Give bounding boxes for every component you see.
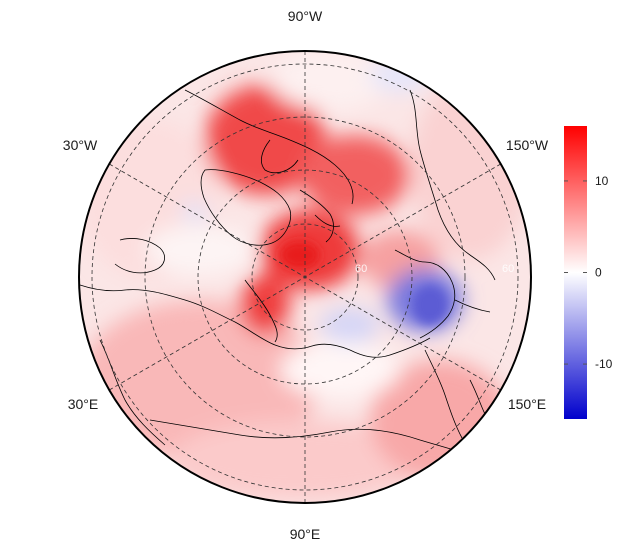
coastline-alaska: [394, 249, 491, 339]
latitude-circle-50: [91, 63, 519, 491]
coastline-eurasia: [79, 284, 431, 358]
lon-label-bottom: 90°E: [290, 526, 321, 542]
meridian-150w-30e: [109, 163, 501, 391]
colorbar-ticks: 10 0 -10: [564, 174, 613, 371]
latitude-circle-60: [144, 116, 466, 438]
latitude-circle-80: [251, 223, 359, 331]
coastline-canada: [184, 89, 354, 243]
lon-label-upper-right: 150°W: [506, 137, 549, 153]
colorbar: 10 0 -10: [564, 126, 613, 419]
colorbar-tick-label: 10: [595, 174, 609, 188]
lon-label-upper-left: 30°W: [63, 137, 98, 153]
colorbar-tick-label: 0: [595, 266, 602, 280]
graticule: [91, 51, 519, 503]
lon-label-lower-left: 30°E: [68, 396, 99, 412]
coastline-greenland: [200, 169, 292, 246]
colorbar-tick-label: -10: [595, 357, 613, 371]
latitude-label-right: 60: [355, 263, 367, 275]
colorbar-gradient: [564, 126, 587, 419]
latitude-circle-70: [197, 169, 413, 385]
lon-label-lower-right: 150°E: [508, 396, 546, 412]
anomaly-canada: [205, 85, 325, 195]
lon-label-top: 90°W: [288, 8, 323, 24]
latitude-label-far: 60: [502, 263, 514, 275]
map-boundary: [78, 50, 532, 504]
anomaly-eurasia: [80, 300, 320, 460]
